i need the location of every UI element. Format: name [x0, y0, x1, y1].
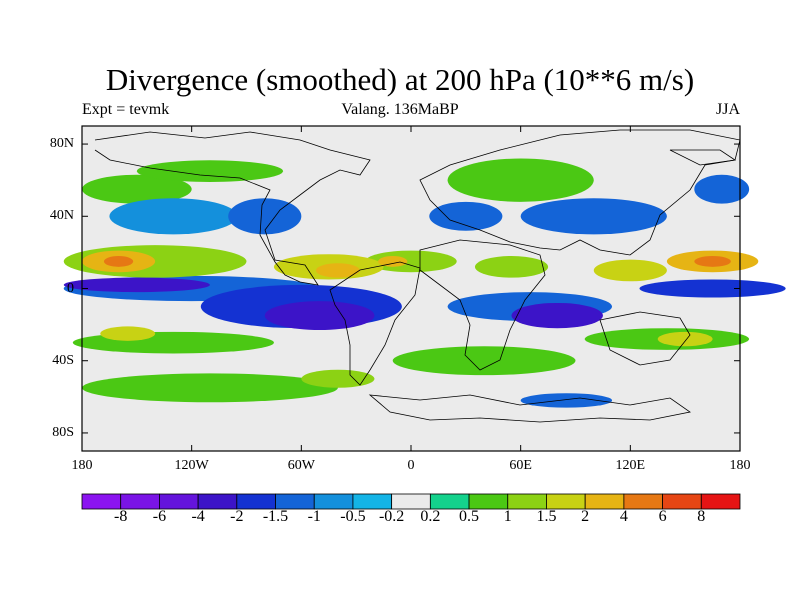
coast-africa: [419, 239, 546, 371]
lon-label: 0: [407, 458, 415, 473]
colorbar-label: -0.2: [378, 508, 405, 525]
lat-label: 80N: [49, 136, 74, 152]
divergence-contour: [639, 279, 786, 298]
colorbar-label: 8: [697, 508, 706, 525]
colorbar-swatch: [468, 493, 509, 510]
lon-label: 180: [729, 458, 751, 473]
colorbar-swatch: [429, 493, 470, 510]
axis-ticks: [81, 126, 741, 451]
chart-title: Divergence (smoothed) at 200 hPa (10**6 …: [105, 62, 695, 97]
lat-label: 40S: [52, 352, 74, 368]
colorbar-label: 4: [619, 508, 628, 525]
colorbar-swatch: [662, 493, 702, 510]
divergence-contour: [264, 301, 375, 331]
colorbar-swatch: [159, 493, 199, 510]
colorbar-swatch: [81, 493, 122, 510]
experiment-label: Expt = tevmk: [82, 101, 170, 118]
divergence-field: [63, 126, 786, 451]
lon-label: 60E: [509, 458, 532, 473]
lon-label: 60W: [287, 458, 315, 473]
colorbar-swatch: [236, 493, 276, 510]
divergence-contour: [520, 198, 667, 235]
divergence-contour: [474, 256, 549, 278]
colorbar-label: 0.5: [459, 508, 480, 525]
divergence-contour: [511, 302, 603, 329]
lat-label: 80S: [52, 424, 74, 440]
coast-south-america: [329, 261, 421, 386]
divergence-contour: [365, 250, 457, 273]
colorbar-label: 6: [658, 508, 667, 525]
colorbar-label: -1: [307, 508, 321, 525]
period-label: Valang. 136MaBP: [341, 101, 459, 118]
divergence-contour: [315, 263, 360, 278]
colorbar-swatch: [584, 493, 625, 510]
colorbar-swatch: [275, 493, 315, 510]
colorbar-label: -6: [152, 508, 167, 525]
coastlines: [94, 129, 741, 423]
colorbar-swatch: [313, 493, 354, 510]
colorbar-swatch: [546, 493, 586, 510]
lat-label: 0: [67, 280, 74, 296]
colorbar-label: -4: [191, 508, 205, 525]
divergence-contour: [82, 174, 192, 204]
divergence-contour: [378, 255, 408, 267]
colorbar-label: -0.5: [340, 508, 366, 525]
colorbar-swatch: [352, 493, 393, 510]
divergence-contour: [447, 158, 594, 202]
colorbar-swatch: [700, 493, 741, 510]
divergence-contour: [82, 373, 338, 403]
lon-label: 120E: [615, 458, 646, 473]
coast-arctic-island: [669, 149, 737, 166]
colorbar-label: -2: [230, 508, 244, 525]
coast-australia: [599, 311, 691, 366]
coast-north-america: [94, 131, 371, 286]
divergence-contour: [429, 201, 503, 231]
divergence-contour: [694, 255, 731, 267]
season-label: JJA: [715, 101, 740, 118]
coast-antarctica: [368, 394, 691, 423]
divergence-contour: [392, 346, 576, 376]
lon-label: 120W: [174, 458, 209, 473]
divergence-contour: [136, 160, 284, 182]
divergence-contour: [694, 174, 750, 204]
divergence-contour: [63, 277, 210, 293]
colorbar-swatch: [391, 493, 431, 510]
colorbar-label: -8: [114, 508, 128, 525]
lon-label: 180: [71, 458, 93, 473]
lat-label: 40N: [49, 208, 74, 224]
colorbar-swatch: [120, 493, 160, 510]
coast-eurasia: [419, 129, 741, 256]
divergence-contour: [228, 198, 302, 235]
colorbar-label: 1: [503, 508, 512, 525]
colorbar-swatch: [197, 493, 238, 510]
colorbar-label: 2: [581, 508, 590, 525]
colorbar: [81, 493, 741, 510]
colorbar-label: -1.5: [262, 508, 289, 525]
divergence-contour: [520, 393, 613, 408]
divergence-contour: [109, 198, 238, 235]
divergence-contour: [301, 369, 375, 388]
colorbar-label: 0.2: [420, 508, 441, 525]
divergence-contour: [103, 255, 134, 267]
divergence-contour: [100, 326, 156, 341]
divergence-contour: [593, 259, 667, 282]
colorbar-swatch: [507, 493, 547, 510]
colorbar-label: 1.5: [536, 508, 557, 525]
divergence-contour: [657, 331, 713, 347]
colorbar-swatch: [623, 493, 663, 510]
